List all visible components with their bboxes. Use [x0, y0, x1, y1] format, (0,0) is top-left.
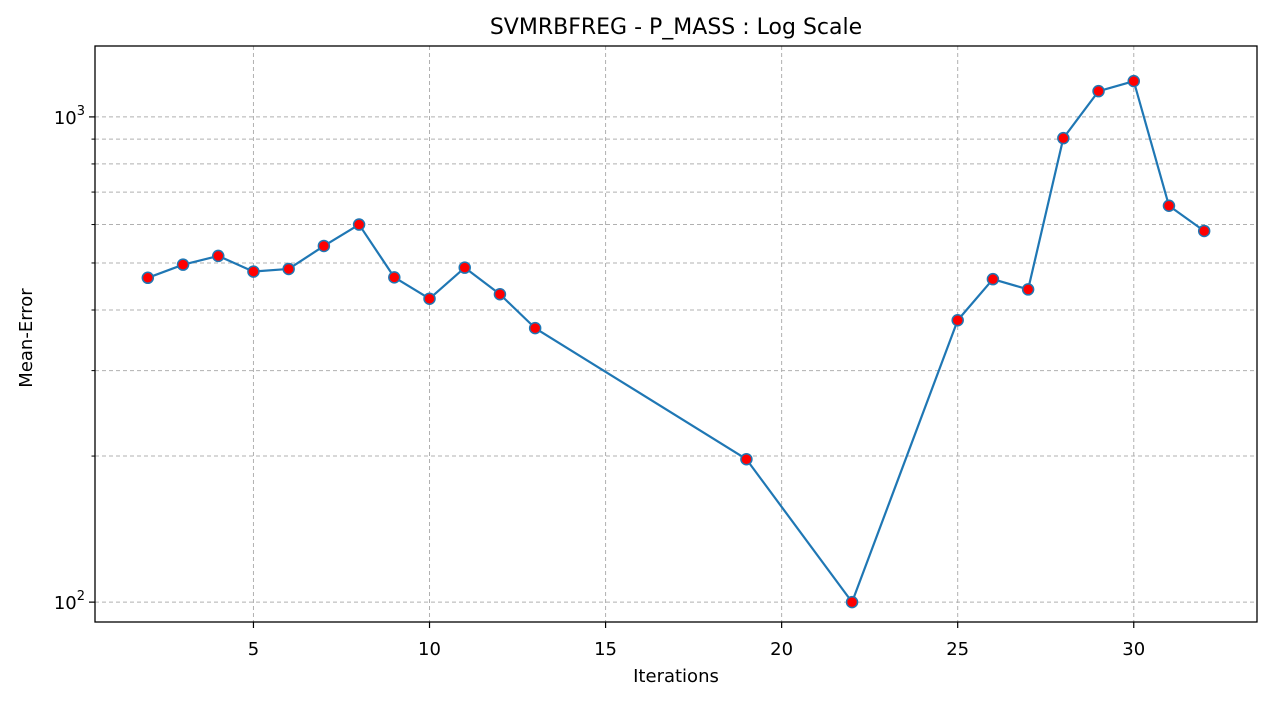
data-point	[211, 249, 225, 263]
y-tick-label: 102	[54, 589, 85, 614]
x-tick-label: 5	[248, 639, 259, 660]
data-point	[951, 313, 964, 327]
x-tick-label: 10	[418, 639, 441, 660]
plot-frame	[94, 45, 1258, 623]
x-tick-label: 30	[1122, 639, 1145, 660]
data-point	[141, 271, 155, 285]
data-point	[740, 452, 753, 466]
x-tick-label: 15	[594, 639, 617, 660]
data-point	[845, 595, 859, 609]
data-point	[528, 321, 542, 335]
data-point	[1162, 199, 1176, 212]
chart-title: SVMRBFREG - P_MASS : Log Scale	[490, 15, 862, 40]
data-point	[423, 292, 436, 305]
y-tick-label: 103	[54, 104, 85, 129]
series-markers	[141, 74, 1211, 609]
grid-lines	[95, 46, 1257, 622]
x-tick-label: 20	[770, 639, 793, 660]
data-point	[1092, 84, 1105, 98]
data-point	[176, 258, 190, 271]
data-point	[352, 218, 366, 231]
x-axis-label: Iterations	[633, 666, 719, 687]
data-point	[1197, 224, 1211, 238]
data-point	[1021, 283, 1035, 296]
data-point	[388, 271, 401, 284]
data-point	[317, 239, 331, 253]
series-line	[147, 80, 1205, 604]
y-axis-label: Mean-Error	[16, 288, 37, 388]
data-point	[247, 265, 260, 278]
data-point	[1127, 74, 1141, 88]
data-point	[1057, 131, 1070, 145]
data-line	[147, 80, 1205, 604]
axis-ticks: 5 10 15 20 25 30 102 103	[54, 104, 1145, 660]
data-point	[986, 272, 1000, 286]
data-point	[282, 262, 295, 276]
data-point	[493, 288, 507, 301]
data-point	[458, 261, 471, 274]
x-tick-label: 25	[946, 639, 969, 660]
